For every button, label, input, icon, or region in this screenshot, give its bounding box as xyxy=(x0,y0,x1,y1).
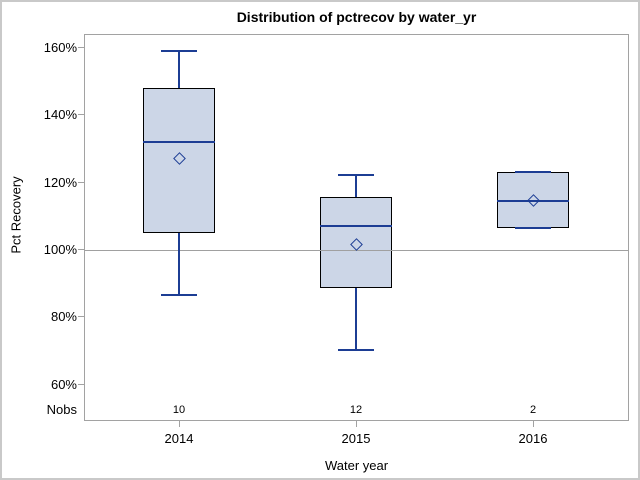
x-tick-mark xyxy=(355,421,357,427)
box-whisker-cap-lower xyxy=(161,293,197,296)
box-whisker-stem-upper xyxy=(355,175,357,198)
y-tick-label: 120% xyxy=(43,174,77,190)
chart-title: Distribution of pctrecov by water_yr xyxy=(236,9,477,25)
y-tick-label: 160% xyxy=(43,40,77,56)
y-tick-label: 140% xyxy=(43,107,77,123)
x-category-label: 2016 xyxy=(518,431,548,446)
box-whisker-cap-upper xyxy=(515,171,551,174)
y-tick-label: 60% xyxy=(50,376,77,392)
box-whisker-cap-upper xyxy=(338,174,374,177)
box-median-line xyxy=(320,224,392,227)
box-median-line xyxy=(497,199,569,202)
box-median-line xyxy=(143,140,215,143)
x-category-label: 2014 xyxy=(164,431,194,446)
box-whisker-cap-lower xyxy=(338,349,374,352)
y-tick-label: 100% xyxy=(43,242,77,257)
box-whisker-stem-lower xyxy=(355,288,357,351)
y-tick-mark xyxy=(78,47,84,49)
box-plot-box xyxy=(320,197,392,289)
nobs-value: 2 xyxy=(529,404,537,416)
box-whisker-stem-lower xyxy=(178,232,180,295)
nobs-value: 10 xyxy=(172,404,186,416)
y-tick-mark xyxy=(78,181,84,183)
box-whisker-stem-upper xyxy=(178,50,180,88)
x-tick-mark xyxy=(532,421,534,427)
x-axis-title: Water year xyxy=(324,458,389,473)
y-tick-mark xyxy=(78,316,84,318)
x-tick-mark xyxy=(178,421,180,427)
box-whisker-cap-upper xyxy=(161,49,197,52)
nobs-row-label: Nobs xyxy=(46,402,77,417)
reference-line xyxy=(85,249,628,251)
y-tick-mark xyxy=(78,383,84,385)
box-plot-box xyxy=(143,87,215,233)
nobs-value: 12 xyxy=(349,404,363,416)
x-category-label: 2015 xyxy=(341,431,371,446)
box-whisker-cap-lower xyxy=(515,226,551,229)
y-tick-mark xyxy=(78,114,84,116)
y-tick-label: 80% xyxy=(50,309,77,325)
y-tick-mark xyxy=(78,249,84,250)
